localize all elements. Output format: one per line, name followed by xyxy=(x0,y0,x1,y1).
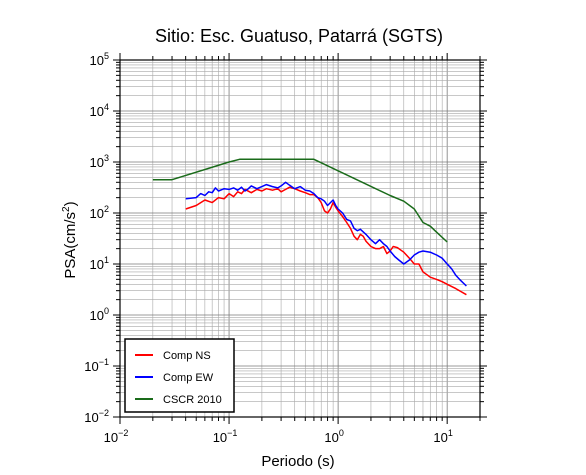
x-tick-label-base: 10 xyxy=(324,430,338,445)
y-tick-label: 10−1 xyxy=(84,357,109,374)
legend-label: CSCR 2010 xyxy=(163,394,222,406)
x-tick-label-exp: 1 xyxy=(448,428,453,438)
y-tick-label-exp: 1 xyxy=(104,255,109,265)
y-tick-label-base: 10 xyxy=(90,308,104,323)
y-tick-label-exp: 0 xyxy=(104,306,109,316)
plot-frame xyxy=(119,59,481,418)
y-axis-label-close: ) xyxy=(62,201,79,206)
y-tick-label-exp: 3 xyxy=(104,153,109,163)
x-tick-label-exp: −2 xyxy=(118,428,128,438)
y-tick-label-base: 10 xyxy=(90,53,104,68)
y-tick-label: 102 xyxy=(90,204,109,221)
plot-series xyxy=(152,158,467,296)
y-tick-label-base: 10 xyxy=(90,104,104,119)
y-axis-label-main: PSA(cm/s xyxy=(62,212,79,279)
y-tick-label: 104 xyxy=(90,102,109,119)
y-tick-label-base: 10 xyxy=(84,410,98,425)
series-line-cscr-2010 xyxy=(152,158,448,243)
y-tick-label-exp: 4 xyxy=(104,102,109,112)
y-tick-label: 10−2 xyxy=(84,408,109,425)
y-tick-label: 100 xyxy=(90,306,109,323)
y-tick-label-exp: 2 xyxy=(104,204,109,214)
y-tick-label-base: 10 xyxy=(84,359,98,374)
chart-title: Sitio: Esc. Guatuso, Patarrá (SGTS) xyxy=(155,26,443,46)
y-tick-label-base: 10 xyxy=(90,257,104,272)
x-tick-label: 101 xyxy=(433,428,452,445)
y-tick-label-base: 10 xyxy=(90,155,104,170)
legend-label: Comp EW xyxy=(163,372,214,384)
axis-ticks xyxy=(113,53,487,424)
y-tick-label: 105 xyxy=(90,51,109,68)
x-tick-label-base: 10 xyxy=(213,430,227,445)
y-tick-label-exp: 5 xyxy=(104,51,109,61)
plot-grid xyxy=(119,59,481,418)
x-tick-label-base: 10 xyxy=(104,430,118,445)
y-tick-label-base: 10 xyxy=(90,206,104,221)
chart-legend: Comp NS Comp EW CSCR 2010 xyxy=(124,338,235,413)
y-tick-label-exp: −1 xyxy=(99,357,109,367)
x-tick-labels: 10−2 10−1 100 101 xyxy=(104,428,453,445)
x-tick-label: 100 xyxy=(324,428,343,445)
y-tick-label: 103 xyxy=(90,153,109,170)
y-axis-label-sup: 2 xyxy=(61,206,72,212)
y-tick-label-exp: −2 xyxy=(99,408,109,418)
x-tick-label-exp: −1 xyxy=(227,428,237,438)
y-tick-label: 101 xyxy=(90,255,109,272)
legend-label: Comp NS xyxy=(163,350,211,362)
x-axis-label: Periodo (s) xyxy=(261,453,334,470)
x-tick-label: 10−2 xyxy=(104,428,129,445)
x-tick-label-base: 10 xyxy=(433,430,447,445)
y-axis-label: PSA(cm/s2) xyxy=(61,201,79,278)
x-tick-label-exp: 0 xyxy=(339,428,344,438)
x-tick-label: 10−1 xyxy=(213,428,238,445)
series-line-comp-ew xyxy=(185,181,467,287)
